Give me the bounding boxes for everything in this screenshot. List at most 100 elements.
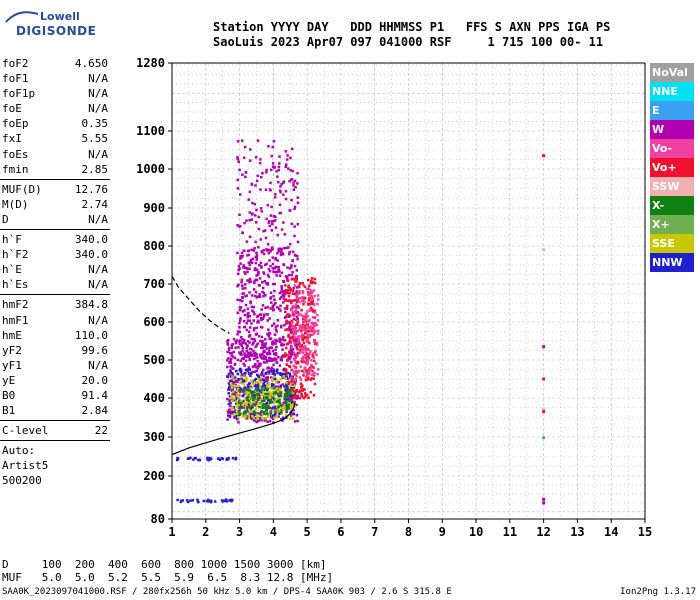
echo-point: [258, 293, 261, 296]
echo-point: [254, 294, 257, 298]
echo-point: [236, 284, 239, 288]
echo-point: [288, 267, 292, 270]
echo-point: [245, 388, 249, 391]
echo-point: [281, 373, 284, 377]
echo-point: [264, 376, 268, 380]
echo-point: [295, 286, 299, 289]
echo-point: [226, 397, 229, 401]
param-name: yF2: [2, 343, 22, 357]
echo-point: [240, 378, 244, 381]
echo-point: [239, 359, 242, 363]
echo-point: [307, 299, 311, 302]
echo-point: [282, 408, 286, 412]
echo-point: [306, 325, 310, 328]
isolated-echo-point: [542, 407, 546, 411]
echo-point: [248, 410, 252, 414]
echo-point: [239, 351, 243, 354]
echo-point: [296, 354, 299, 358]
echo-point: [297, 370, 301, 373]
y-tick-label: 200: [143, 469, 165, 483]
lowell-digisonde-logo: Lowell DIGISONDE: [2, 4, 112, 44]
echo-point: [296, 419, 299, 423]
echo-point: [274, 342, 277, 345]
echo-point: [267, 349, 271, 352]
echo-point: [240, 335, 243, 339]
echo-point: [292, 417, 295, 420]
echo-point: [293, 420, 297, 423]
echo-point: [296, 304, 299, 308]
echo-point: [278, 401, 282, 405]
echo-point: [263, 406, 266, 409]
echo-point: [294, 332, 297, 336]
echo-point: [256, 314, 260, 318]
echo-point: [238, 394, 241, 397]
file-info-line: SAA0K_2023097041000.RSF / 280fx256h 50 k…: [2, 587, 452, 597]
echo-point: [285, 383, 288, 387]
echo-point: [242, 249, 246, 252]
echo-point: [175, 458, 179, 462]
echo-point: [258, 313, 262, 316]
echo-point: [257, 376, 261, 380]
echo-point: [255, 208, 258, 212]
echo-point: [237, 264, 241, 268]
echo-point: [304, 378, 308, 382]
echo-point: [244, 175, 247, 179]
echo-point: [312, 377, 315, 381]
echo-point: [249, 258, 253, 262]
echo-point: [227, 348, 231, 352]
echo-point: [266, 273, 270, 277]
echo-point: [292, 394, 296, 397]
echo-point: [245, 377, 248, 381]
echo-point: [243, 372, 246, 375]
echo-point: [292, 188, 296, 192]
echo-point: [217, 457, 220, 460]
echo-point: [296, 240, 300, 244]
echo-point: [298, 376, 302, 379]
echo-point: [235, 389, 239, 393]
echo-point: [276, 390, 280, 393]
echo-point: [226, 350, 229, 354]
echo-point: [268, 393, 272, 397]
echo-point: [295, 299, 299, 303]
echo-point: [301, 299, 304, 303]
echo-point: [228, 414, 232, 418]
echo-point: [249, 407, 253, 411]
echo-point: [213, 500, 217, 503]
echo-point: [225, 499, 229, 503]
echo-point: [301, 289, 305, 293]
echo-point: [275, 387, 279, 390]
echo-point: [316, 329, 320, 333]
echo-point: [299, 386, 303, 389]
echo-point: [245, 391, 248, 394]
echo-point: [282, 335, 285, 339]
echo-point: [293, 366, 297, 369]
echo-point: [302, 341, 306, 345]
echo-point: [308, 366, 312, 370]
echo-point: [312, 356, 315, 359]
echo-point: [257, 321, 260, 324]
echo-point: [255, 332, 259, 336]
echo-point: [267, 414, 270, 417]
echo-point: [244, 402, 248, 406]
echo-point: [295, 362, 298, 365]
echo-point: [285, 275, 289, 278]
echo-point: [274, 328, 278, 331]
echo-point: [245, 404, 248, 407]
echo-point: [272, 308, 275, 311]
echo-point: [298, 281, 302, 285]
echo-point: [288, 355, 291, 359]
echo-point: [261, 290, 264, 294]
echo-point: [310, 363, 313, 367]
echo-point: [252, 414, 256, 417]
param-row: h`Es N/A: [0, 277, 110, 292]
echo-point: [292, 398, 296, 402]
echo-point: [294, 254, 297, 257]
echo-point: [279, 377, 282, 381]
echo-point: [297, 390, 300, 394]
echo-point: [301, 281, 305, 285]
echo-point: [301, 349, 304, 352]
echo-point: [234, 393, 237, 396]
echo-point: [261, 404, 264, 408]
echo-point: [294, 377, 298, 381]
echo-point: [262, 292, 266, 295]
